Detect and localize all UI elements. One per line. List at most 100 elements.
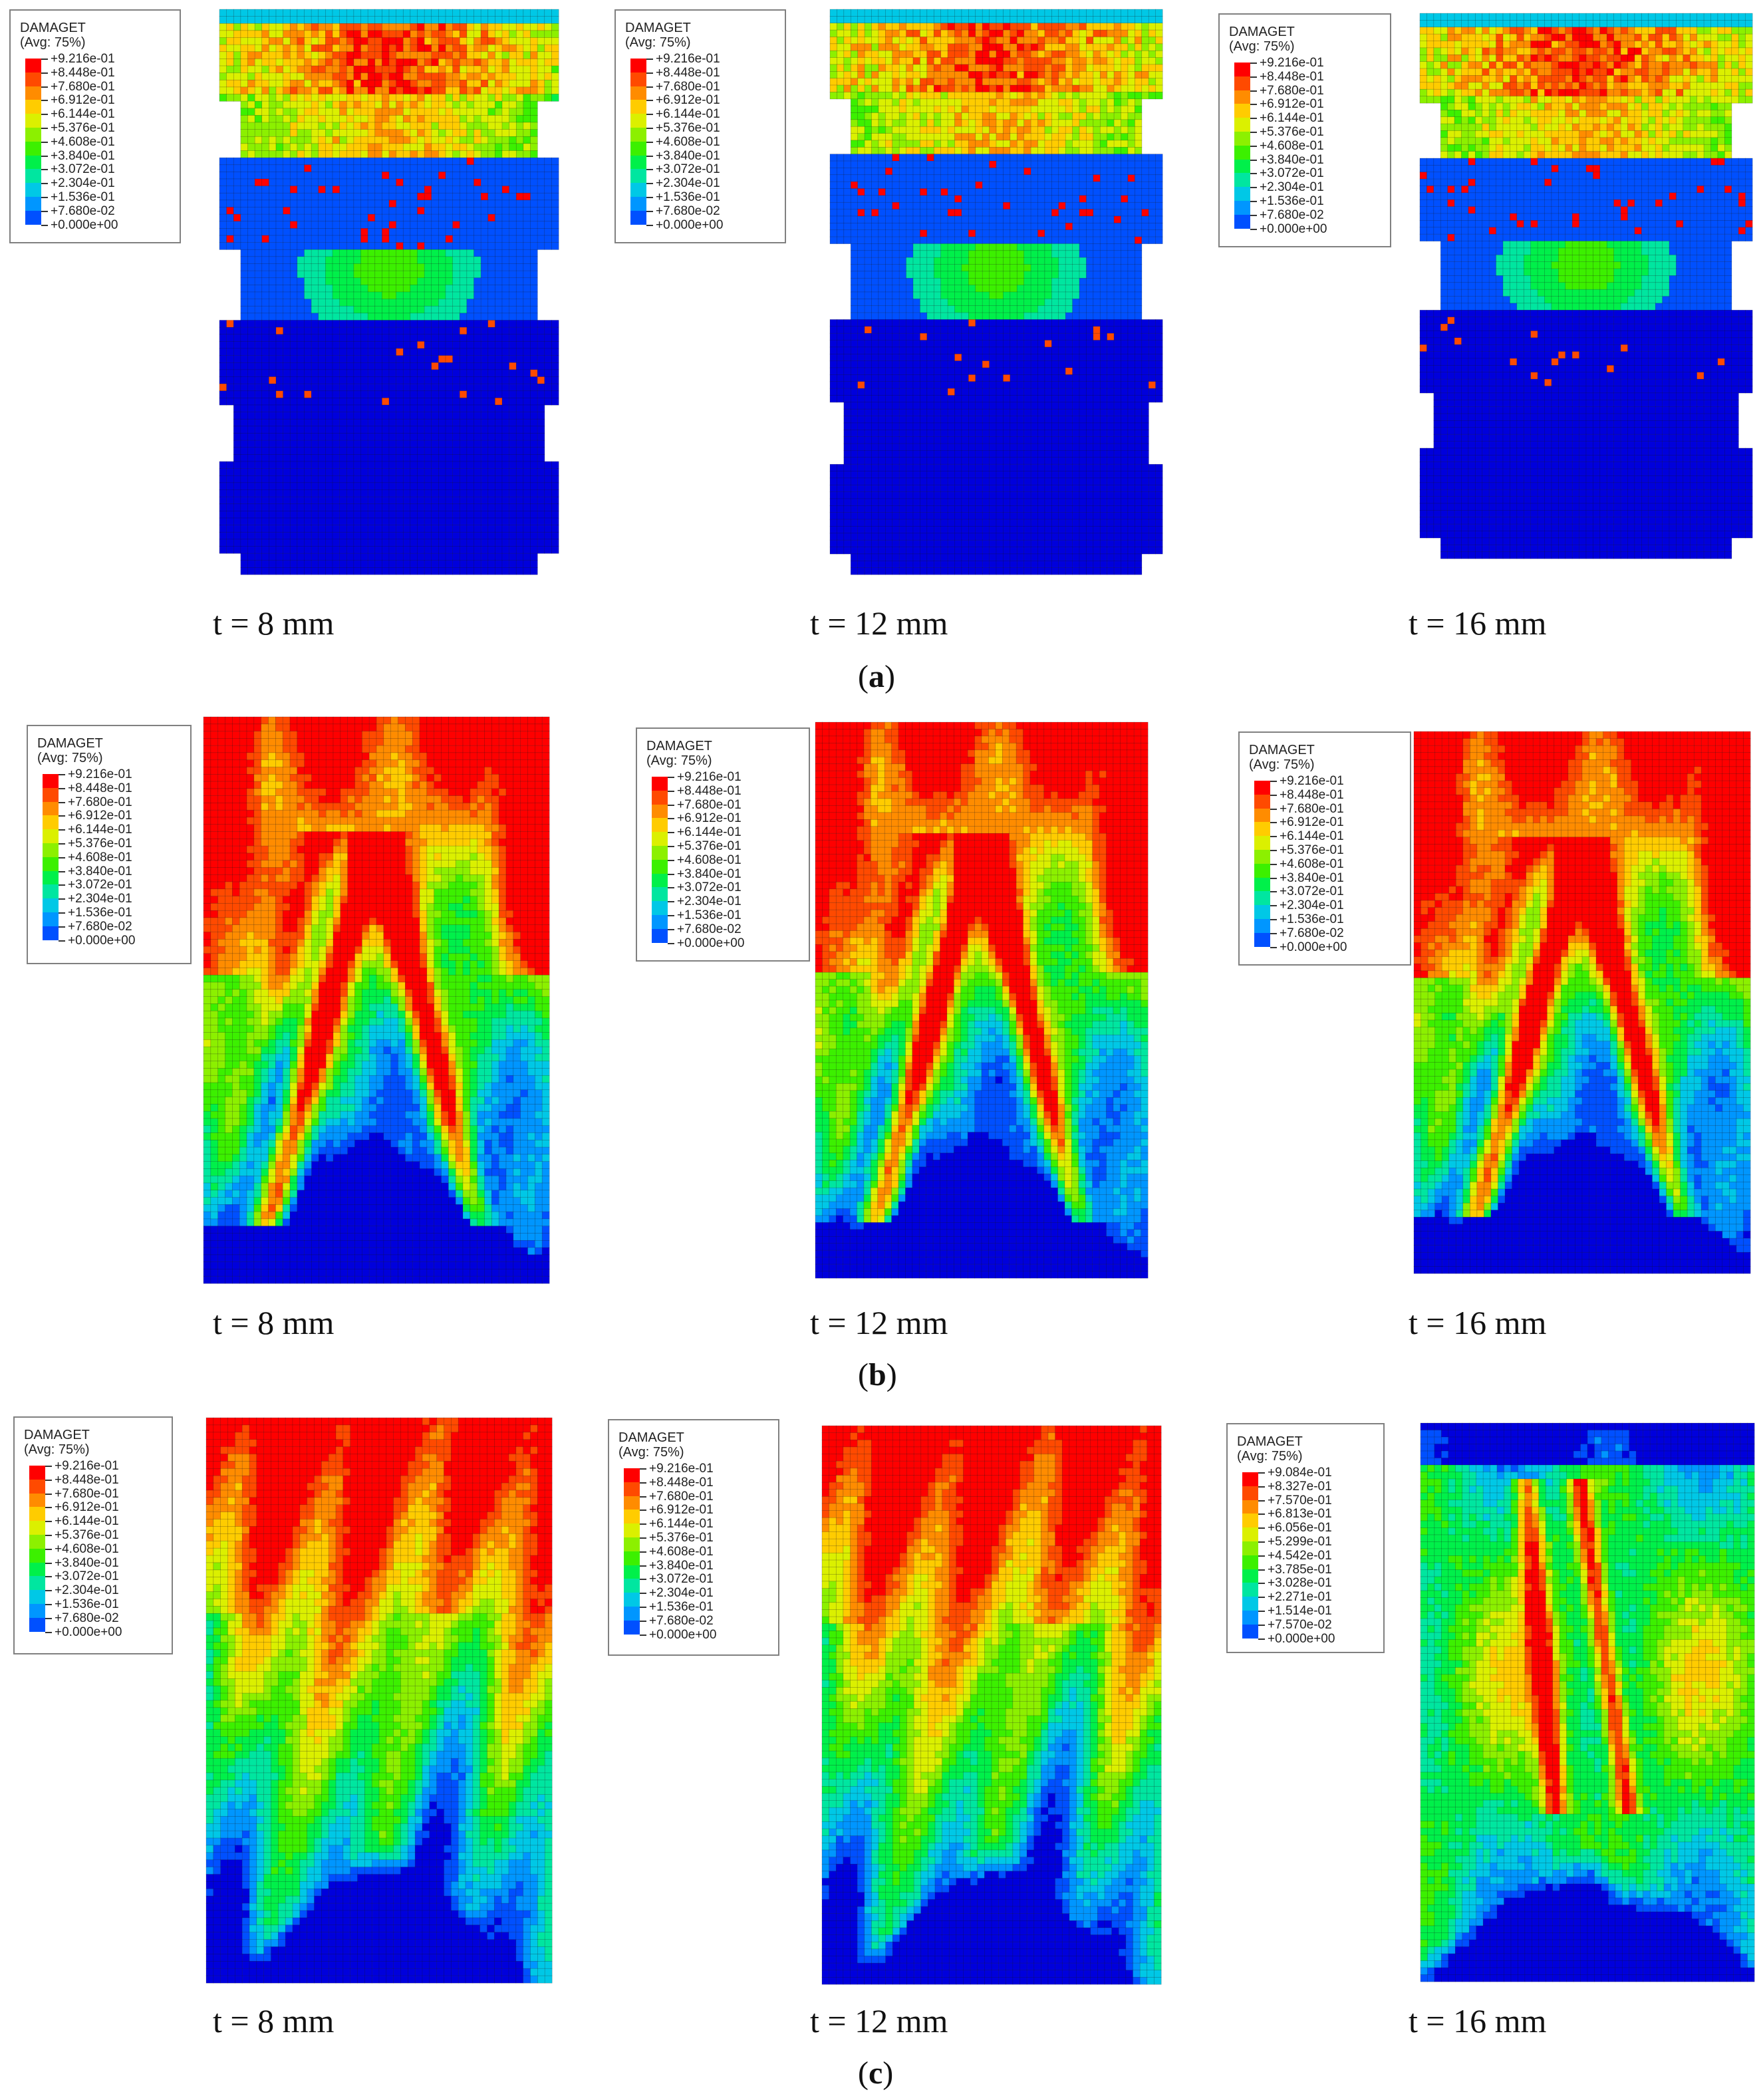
legend-swatch xyxy=(29,1617,45,1633)
legend-value: +1.536e-01 xyxy=(68,906,132,919)
legend-tick xyxy=(41,128,48,129)
legend-tick xyxy=(41,141,48,143)
legend-value: +3.072e-01 xyxy=(51,163,115,176)
legend-tick xyxy=(1270,863,1277,865)
legend-tick xyxy=(41,155,48,157)
legend-swatch xyxy=(1242,1624,1258,1639)
legend-tick xyxy=(668,887,674,889)
legend-value: +0.000e+00 xyxy=(656,219,723,231)
legend-swatch xyxy=(652,901,668,916)
legend-tick xyxy=(1258,1569,1265,1571)
legend-subtitle: (Avg: 75%) xyxy=(646,754,712,767)
legend-swatch xyxy=(624,1551,640,1566)
legend-value: +3.028e-01 xyxy=(1268,1577,1332,1589)
legend-value: +5.299e-01 xyxy=(1268,1535,1332,1548)
legend-value: +7.680e-01 xyxy=(677,799,742,811)
legend-value: +7.680e-01 xyxy=(55,1488,119,1500)
legend-value: +2.271e-01 xyxy=(1268,1591,1332,1603)
legend-tick xyxy=(1250,159,1257,161)
legend-colorbar xyxy=(652,777,668,944)
legend-tick xyxy=(668,832,674,834)
legend-tick xyxy=(45,1590,52,1592)
legend-title: DAMAGET xyxy=(625,21,691,35)
legend-tick xyxy=(646,72,653,74)
legend-tick xyxy=(640,1607,646,1608)
legend-tick xyxy=(1250,228,1257,230)
legend-tick xyxy=(668,942,674,944)
model-a3 xyxy=(1419,13,1753,559)
legend-swatch xyxy=(1234,159,1250,174)
legend-subtitle: (Avg: 75%) xyxy=(1249,758,1315,771)
legend-swatch xyxy=(25,155,41,170)
legend-swatch xyxy=(1254,905,1270,920)
legend-swatch xyxy=(1242,1486,1258,1501)
legend-value: +6.144e-01 xyxy=(68,823,132,836)
legend-swatch xyxy=(1234,118,1250,132)
legend-swatch xyxy=(1234,201,1250,215)
legend-tick xyxy=(41,169,48,171)
legend-tick xyxy=(59,801,65,803)
legend-value: +6.144e-01 xyxy=(677,826,742,839)
legend-value: +6.912e-01 xyxy=(68,809,132,822)
legend-value: +1.536e-01 xyxy=(649,1601,714,1613)
legend-value: +3.840e-01 xyxy=(1280,872,1344,884)
legend-value: +7.680e-02 xyxy=(1260,209,1324,221)
legend-swatch xyxy=(1254,836,1270,851)
legend-swatch xyxy=(29,1562,45,1577)
legend-tick xyxy=(668,859,674,861)
legend-swatch xyxy=(1234,214,1250,229)
legend-swatch xyxy=(624,1537,640,1552)
legend-tick xyxy=(668,818,674,820)
legend-swatch xyxy=(1234,104,1250,118)
legend-tick xyxy=(1270,808,1277,810)
legend-tick xyxy=(59,912,65,914)
legend-value: +1.514e-01 xyxy=(1268,1605,1332,1617)
legend-swatch xyxy=(630,100,646,114)
legend-swatch xyxy=(652,915,668,930)
legend-colorbar xyxy=(25,59,41,225)
legend-value: +6.056e-01 xyxy=(1268,1521,1332,1534)
legend-value: +5.376e-01 xyxy=(649,1531,714,1544)
legend-value: +6.144e-01 xyxy=(649,1517,714,1530)
legend-value: +6.912e-01 xyxy=(656,94,720,106)
legend-value: +5.376e-01 xyxy=(51,122,115,134)
legend-swatch xyxy=(624,1607,640,1621)
legend-value: +7.680e-02 xyxy=(51,205,115,217)
legend-swatch xyxy=(25,100,41,114)
legend-swatch xyxy=(25,183,41,197)
legend-value: +7.680e-02 xyxy=(68,920,132,933)
legend-swatch xyxy=(25,72,41,87)
legend-swatch xyxy=(43,856,59,872)
legend-swatch xyxy=(652,928,668,944)
legend-swatch xyxy=(630,72,646,87)
legend-tick xyxy=(668,804,674,806)
legend-value: +4.608e-01 xyxy=(677,854,742,866)
legend-value: +5.376e-01 xyxy=(656,122,720,134)
legend-swatch xyxy=(43,870,59,885)
legend-tick xyxy=(41,224,48,226)
legend-value: +5.376e-01 xyxy=(55,1529,119,1541)
legend-value: +2.304e-01 xyxy=(68,892,132,905)
legend-tick xyxy=(1270,877,1277,879)
legend-subtitle: (Avg: 75%) xyxy=(625,36,691,49)
legend-value: +9.216e-01 xyxy=(677,771,742,783)
legend-value: +3.840e-01 xyxy=(656,150,720,162)
legend-tick xyxy=(668,790,674,792)
legend-swatch xyxy=(1254,850,1270,864)
legend-b1: DAMAGET (Avg: 75%) +9.216e-01 +8.448e-01 +7.… xyxy=(27,725,192,964)
legend-tick xyxy=(45,1521,52,1523)
legend-value: +1.536e-01 xyxy=(51,191,115,203)
legend-tick xyxy=(45,1466,52,1467)
legend-value: +8.327e-01 xyxy=(1268,1480,1332,1493)
legend-swatch xyxy=(25,141,41,156)
legend-tick xyxy=(640,1593,646,1595)
legend-subtitle: (Avg: 75%) xyxy=(1229,40,1295,53)
legend-value: +2.304e-01 xyxy=(55,1584,119,1597)
legend-swatch xyxy=(1234,76,1250,91)
legend-value: +7.680e-02 xyxy=(1280,927,1344,940)
legend-value: +8.448e-01 xyxy=(1280,789,1344,801)
legend-title: DAMAGET xyxy=(1237,1435,1303,1448)
legend-tick xyxy=(1258,1527,1265,1529)
legend-swatch xyxy=(1234,145,1250,160)
legend-tick xyxy=(1258,1513,1265,1515)
